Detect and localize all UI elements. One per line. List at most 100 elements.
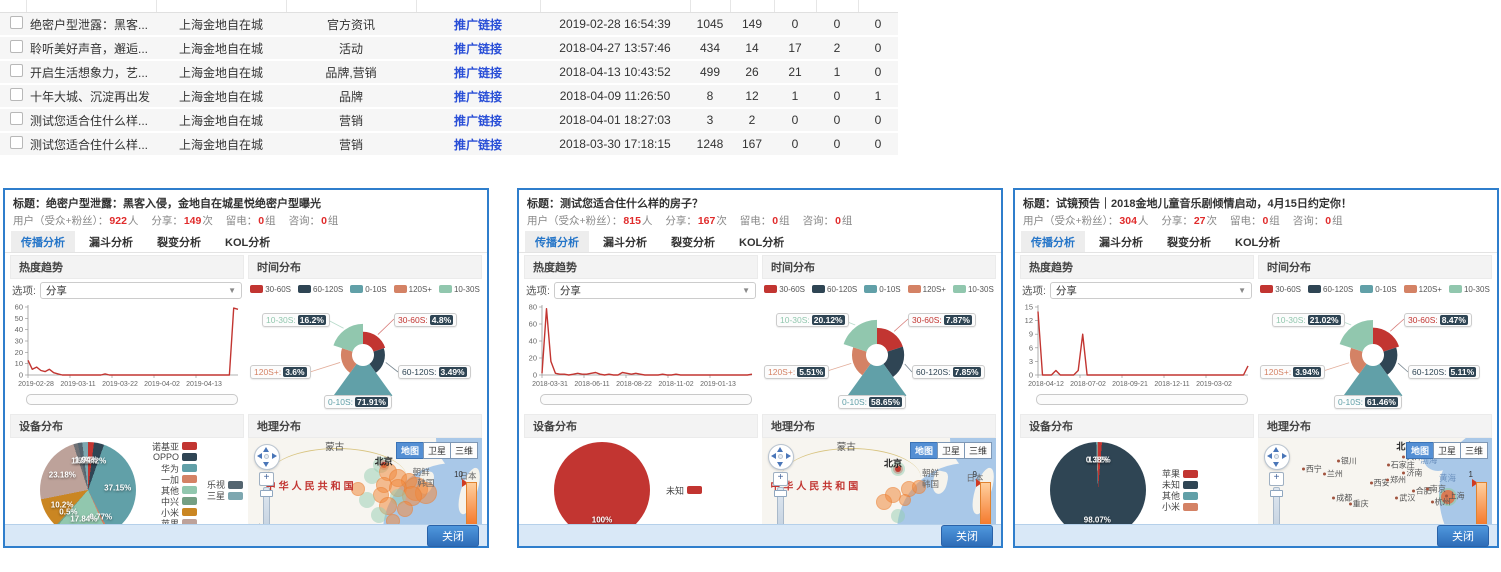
legend-item[interactable]: 未知 <box>666 485 703 496</box>
map-type-3d[interactable]: 三维 <box>1459 442 1488 459</box>
map-pan-control[interactable] <box>768 444 794 470</box>
tab-fission-analysis[interactable]: 裂变分析 <box>671 237 715 249</box>
zoom-in-button[interactable]: + <box>773 472 788 486</box>
metric-select[interactable]: 分享 ▼ <box>553 282 756 299</box>
zoom-in-button[interactable]: + <box>1269 472 1284 486</box>
zoom-slider[interactable] <box>260 487 273 527</box>
tab-spread-analysis[interactable]: 传播分析 <box>1021 231 1085 252</box>
legend-item[interactable]: 中兴 <box>152 496 198 507</box>
section-title: 热度趋势 <box>524 255 758 279</box>
map-type-3d[interactable]: 三维 <box>449 442 478 459</box>
legend-item[interactable]: 120S+ <box>393 283 432 295</box>
tab-kol-analysis[interactable]: KOL分析 <box>1235 237 1281 249</box>
tab-fission-analysis[interactable]: 裂变分析 <box>1167 237 1211 249</box>
map-type-satellite[interactable]: 卫星 <box>1432 442 1461 459</box>
metric-select[interactable]: 分享 ▼ <box>39 282 242 299</box>
promo-link[interactable]: 推广链接 <box>453 113 502 128</box>
zoom-slider-handle[interactable] <box>1270 490 1283 497</box>
legend-item[interactable]: 小米 <box>1162 501 1199 512</box>
legend-item[interactable]: 10-30S <box>438 283 480 295</box>
legend-item[interactable]: 60-120S <box>1308 283 1353 295</box>
map-type-satellite[interactable]: 卫星 <box>422 442 451 459</box>
row-datetime: 2019-02-28 16:54:39 <box>559 17 671 31</box>
legend-item[interactable]: 一加 <box>152 474 198 485</box>
legend-swatch <box>764 285 778 293</box>
zoom-slider[interactable] <box>774 487 787 527</box>
row-metric-1: 434 <box>699 41 721 55</box>
promo-link[interactable]: 推广链接 <box>453 65 502 80</box>
legend-item[interactable]: 120S+ <box>907 283 946 295</box>
tab-spread-analysis[interactable]: 传播分析 <box>525 231 589 252</box>
legend-item[interactable]: 0-10S <box>864 283 901 295</box>
promo-link[interactable]: 推广链接 <box>453 89 502 104</box>
datazoom-slider[interactable] <box>540 394 752 405</box>
zoom-in-button[interactable]: + <box>259 472 274 486</box>
promo-link[interactable]: 推广链接 <box>453 41 502 56</box>
close-button[interactable]: 关闭 <box>427 524 479 547</box>
legend-item[interactable]: 120S+ <box>1403 283 1442 295</box>
legend-item[interactable]: 苹果 <box>1162 468 1199 479</box>
legend-item[interactable]: 60-120S <box>812 283 857 295</box>
promo-link[interactable]: 推广链接 <box>453 17 502 32</box>
map-type-map[interactable]: 地图 <box>395 442 424 459</box>
section-time-distribution: 时间分布 30-60S 60-120S 0-10S 120S+ 10-30S <box>248 255 482 411</box>
tab-spread-analysis[interactable]: 传播分析 <box>11 231 75 252</box>
row-checkbox[interactable] <box>10 136 23 149</box>
legend-item[interactable]: 0-10S <box>1360 283 1397 295</box>
legend-item[interactable]: 华为 <box>152 463 198 474</box>
table-row[interactable]: 测试您适合住什么样... 上海金地自在城 营销 推广链接 2018-03-30 … <box>0 133 898 157</box>
map-pan-control[interactable] <box>254 444 280 470</box>
map-type-map[interactable]: 地图 <box>1405 442 1434 459</box>
map-pan-control[interactable] <box>1264 444 1290 470</box>
row-company: 上海金地自在城 <box>178 17 263 32</box>
legend-item[interactable]: 30-60S <box>1260 283 1301 295</box>
row-checkbox[interactable] <box>10 40 23 53</box>
legend-item[interactable]: 其他 <box>152 485 198 496</box>
tab-kol-analysis[interactable]: KOL分析 <box>739 237 785 249</box>
close-button[interactable]: 关闭 <box>1437 524 1489 547</box>
legend-item[interactable]: 10-30S <box>952 283 994 295</box>
map-type-3d[interactable]: 三维 <box>963 442 992 459</box>
row-checkbox[interactable] <box>10 16 23 29</box>
metric-select[interactable]: 分享 ▼ <box>1049 282 1252 299</box>
promo-link[interactable]: 推广链接 <box>453 137 502 152</box>
legend-item[interactable]: 其他 <box>1162 490 1199 501</box>
table-row[interactable]: 聆听美好声音，邂逅... 上海金地自在城 活动 推广链接 2018-04-27 … <box>0 37 898 61</box>
zoom-slider-handle[interactable] <box>774 490 787 497</box>
row-checkbox[interactable] <box>10 88 23 101</box>
table-row[interactable]: 绝密户型泄露：黑客... 上海金地自在城 官方资讯 推广链接 2019-02-2… <box>0 13 898 37</box>
tab-funnel-analysis[interactable]: 漏斗分析 <box>89 237 133 249</box>
legend-item[interactable]: 0-10S <box>350 283 387 295</box>
table-row[interactable]: 十年大城、沉淀再出发 上海金地自在城 品牌 推广链接 2018-04-09 11… <box>0 85 898 109</box>
row-checkbox[interactable] <box>10 64 23 77</box>
callout-30-60s: 30-60S: 4.8% <box>394 313 458 327</box>
map-type-satellite[interactable]: 卫星 <box>936 442 965 459</box>
table-row[interactable]: 开启生活想象力，艺... 上海金地自在城 品牌,营销 推广链接 2018-04-… <box>0 61 898 85</box>
close-button[interactable]: 关闭 <box>941 524 993 547</box>
tab-kol-analysis[interactable]: KOL分析 <box>225 237 271 249</box>
legend-item[interactable]: 60-120S <box>298 283 343 295</box>
zoom-slider-handle[interactable] <box>260 490 273 497</box>
legend-item[interactable]: 30-60S <box>250 283 291 295</box>
table-row[interactable]: 测试您适合住什么样... 上海金地自在城 营销 推广链接 2018-04-01 … <box>0 109 898 133</box>
row-datetime: 2018-04-27 13:57:46 <box>559 41 671 55</box>
legend-item[interactable]: 诺基亚 <box>152 441 198 452</box>
legend-item[interactable]: 苹果 <box>152 518 198 529</box>
legend-item[interactable]: OPPO <box>152 452 198 463</box>
legend-item[interactable]: 乐视 <box>207 479 244 490</box>
legend-item[interactable]: 30-60S <box>764 283 805 295</box>
legend-item[interactable]: 10-30S <box>1448 283 1490 295</box>
row-checkbox[interactable] <box>10 112 23 125</box>
legend-item[interactable]: 未知 <box>1162 479 1199 490</box>
map-type-map[interactable]: 地图 <box>909 442 938 459</box>
legend-item[interactable]: 三星 <box>207 490 244 501</box>
datazoom-slider[interactable] <box>1036 394 1248 405</box>
datazoom-slider[interactable] <box>26 394 238 405</box>
tab-funnel-analysis[interactable]: 漏斗分析 <box>1099 237 1143 249</box>
tab-funnel-analysis[interactable]: 漏斗分析 <box>603 237 647 249</box>
modal-stats: 用户（受众+粉丝）：815人 分享：167次 留电：0组 咨询：0组 <box>519 212 1001 231</box>
legend-swatch <box>182 453 198 461</box>
zoom-slider[interactable] <box>1270 487 1283 527</box>
legend-item[interactable]: 小米 <box>152 507 198 518</box>
tab-fission-analysis[interactable]: 裂变分析 <box>157 237 201 249</box>
